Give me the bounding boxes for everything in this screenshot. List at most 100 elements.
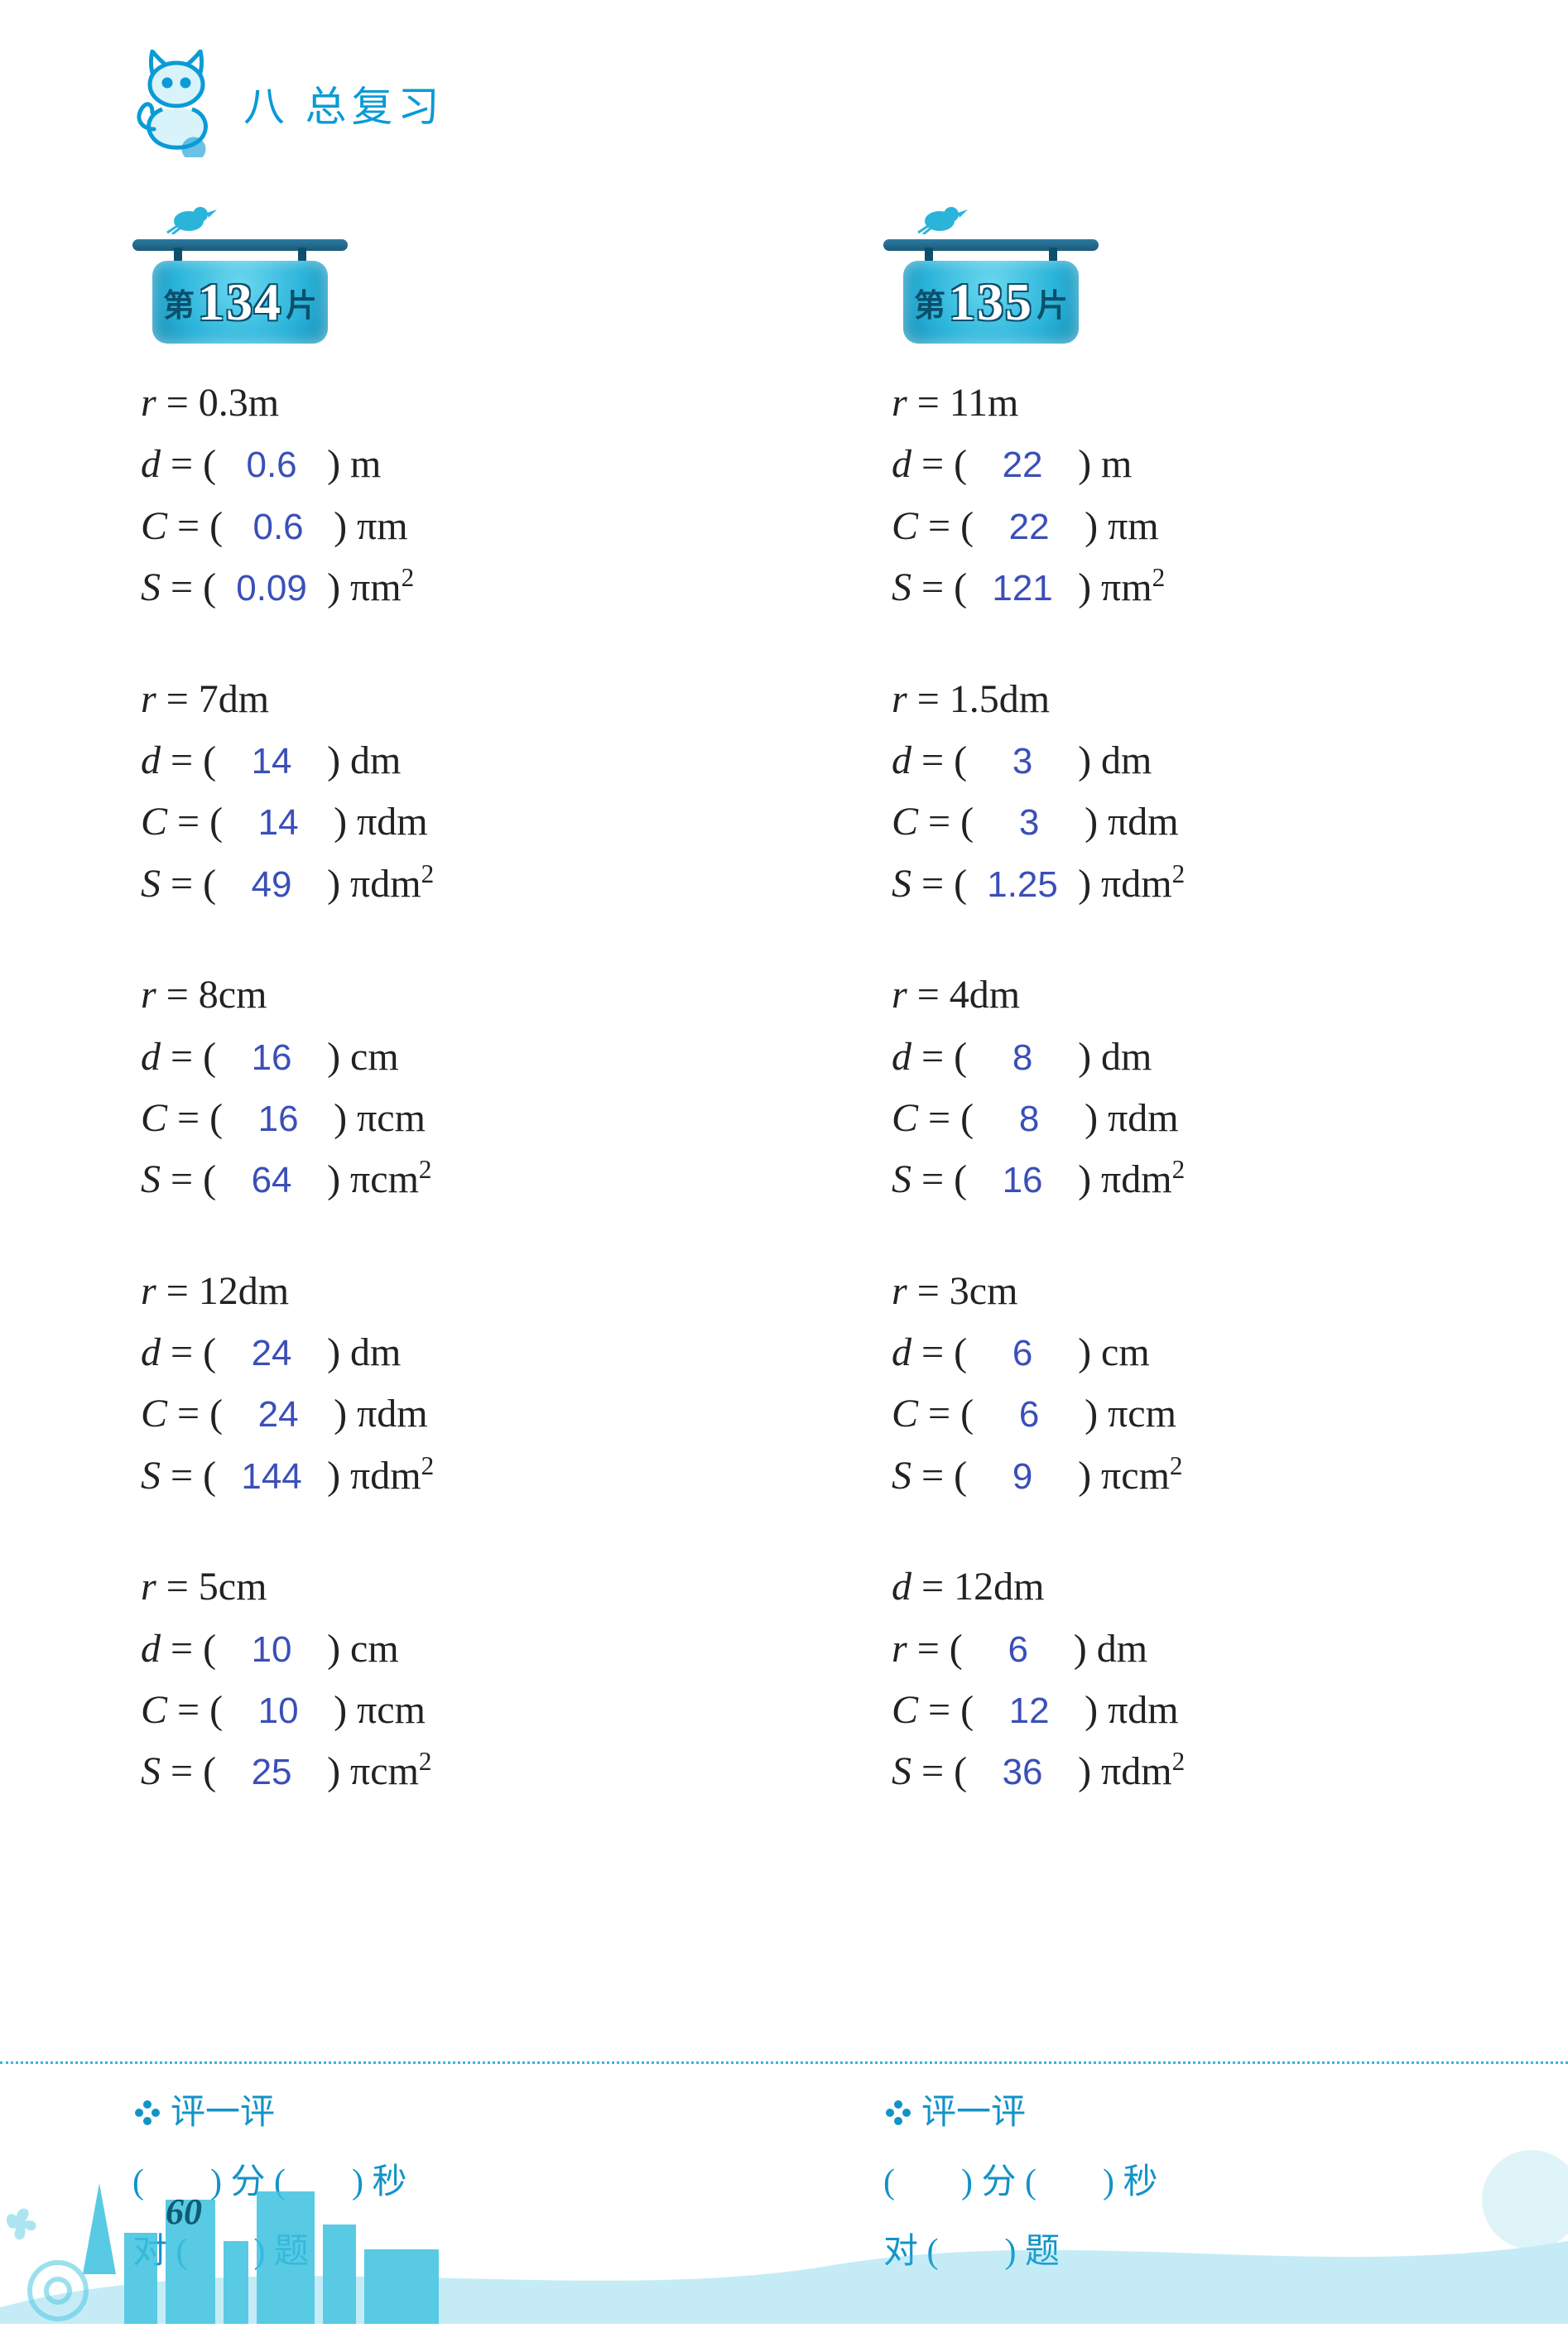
- problem-group: r = 1.5dmd = ( 3 ) dmC = ( 3 ) πdmS = ( …: [892, 669, 1452, 916]
- flower-icon: [883, 2098, 913, 2128]
- answer-value: 8: [977, 1030, 1068, 1086]
- badge-number: 135: [949, 272, 1033, 333]
- answer-line: d = ( 6 ) cm: [892, 1322, 1452, 1383]
- answer-line: S = ( 0.09 ) πm2: [141, 557, 701, 618]
- problem-group: r = 3cmd = ( 6 ) cmC = ( 6 ) πcmS = ( 9 …: [892, 1261, 1452, 1508]
- answer-line: S = ( 1.25 ) πdm2: [892, 854, 1452, 915]
- answer-line: d = ( 14 ) dm: [141, 730, 701, 791]
- answer-line: r = ( 6 ) dm: [892, 1619, 1452, 1680]
- answer-value: 16: [977, 1152, 1068, 1209]
- badge-suffix: 片: [286, 280, 317, 325]
- columns-wrap: 第134片r = 0.3md = ( 0.6 ) mC = ( 0.6 ) πm…: [116, 190, 1452, 1853]
- answer-line: d = ( 3 ) dm: [892, 730, 1452, 791]
- answer-value: 144: [226, 1449, 317, 1505]
- given-line: r = 3cm: [892, 1261, 1452, 1322]
- column-left: 第134片 r = 0.3md = ( 0.6 ) mC = ( 0.6 ) πm…: [116, 190, 701, 1853]
- answer-value: 0.6: [226, 437, 317, 493]
- answer-line: S = ( 49 ) πdm2: [141, 854, 701, 915]
- eval-left: 评一评( ) 分 ( ) 秒对 ( ) 题: [132, 2078, 701, 2287]
- answer-line: d = ( 16 ) cm: [141, 1027, 701, 1088]
- answer-value: 6: [984, 1387, 1075, 1443]
- answer-value: 16: [226, 1030, 317, 1086]
- answer-line: C = ( 0.6 ) πm: [141, 496, 701, 557]
- given-line: r = 8cm: [141, 964, 701, 1026]
- bird-icon: [916, 201, 974, 238]
- page-number: 60: [166, 2191, 202, 2233]
- answer-value: 14: [233, 795, 324, 851]
- given-line: r = 4dm: [892, 964, 1452, 1026]
- badge-prefix: 第: [914, 280, 945, 325]
- answer-value: 121: [977, 560, 1068, 617]
- answer-line: S = ( 64 ) πcm2: [141, 1149, 701, 1210]
- answer-value: 14: [226, 734, 317, 790]
- eval-divider: [0, 2061, 1568, 2064]
- eval-correct-row: 对 ( ) 题: [883, 2217, 1452, 2287]
- eval-time-row: ( ) 分 ( ) 秒: [883, 2148, 1452, 2217]
- cat-icon: [132, 50, 224, 157]
- page-header: 八 总复习: [132, 50, 1452, 157]
- answer-line: C = ( 12 ) πdm: [892, 1680, 1452, 1741]
- answer-value: 9: [977, 1449, 1068, 1505]
- chapter-title: 八 总复习: [243, 74, 445, 133]
- answer-line: d = ( 22 ) m: [892, 434, 1452, 495]
- problem-group: r = 0.3md = ( 0.6 ) mC = ( 0.6 ) πmS = (…: [141, 373, 701, 619]
- answer-value: 22: [984, 499, 1075, 556]
- answer-line: S = ( 16 ) πdm2: [892, 1149, 1452, 1210]
- answer-line: d = ( 0.6 ) m: [141, 434, 701, 495]
- problem-group: r = 12dmd = ( 24 ) dmC = ( 24 ) πdmS = (…: [141, 1261, 701, 1508]
- answer-value: 8: [984, 1091, 1075, 1147]
- given-line: r = 11m: [892, 373, 1452, 434]
- answer-line: C = ( 3 ) πdm: [892, 791, 1452, 853]
- answer-value: 3: [984, 795, 1075, 851]
- answer-value: 12: [984, 1683, 1075, 1739]
- answer-line: C = ( 8 ) πdm: [892, 1088, 1452, 1149]
- eval-title: 评一评: [132, 2078, 701, 2148]
- problem-group: r = 8cmd = ( 16 ) cmC = ( 16 ) πcmS = ( …: [141, 964, 701, 1211]
- answer-value: 25: [226, 1744, 317, 1801]
- answer-value: 3: [977, 734, 1068, 790]
- answer-line: d = ( 24 ) dm: [141, 1322, 701, 1383]
- answer-line: C = ( 10 ) πcm: [141, 1680, 701, 1741]
- given-line: r = 5cm: [141, 1556, 701, 1618]
- answer-line: C = ( 22 ) πm: [892, 496, 1452, 557]
- bird-icon: [166, 201, 224, 238]
- answer-line: S = ( 121 ) πm2: [892, 557, 1452, 618]
- answer-line: C = ( 6 ) πcm: [892, 1383, 1452, 1445]
- answer-line: C = ( 16 ) πcm: [141, 1088, 701, 1149]
- badge-plate: 第134片: [152, 261, 328, 344]
- worksheet-page: 八 总复习 第134片r = 0.3md = ( 0.6 ) mC = ( 0.…: [0, 0, 1568, 2324]
- section-badge: 第134片: [132, 190, 701, 373]
- answer-line: S = ( 9 ) πcm2: [892, 1445, 1452, 1507]
- answer-value: 24: [226, 1325, 317, 1382]
- badge-plate: 第135片: [903, 261, 1079, 344]
- answer-value: 16: [233, 1091, 324, 1147]
- badge-suffix: 片: [1037, 280, 1068, 325]
- column-right: 第135片r = 11md = ( 22 ) mC = ( 22 ) πmS =…: [867, 190, 1452, 1853]
- answer-line: C = ( 14 ) πdm: [141, 791, 701, 853]
- given-line: r = 1.5dm: [892, 669, 1452, 730]
- problem-group: r = 4dmd = ( 8 ) dmC = ( 8 ) πdmS = ( 16…: [892, 964, 1452, 1211]
- eval-right: 评一评( ) 分 ( ) 秒对 ( ) 题: [883, 2078, 1452, 2287]
- eval-title: 评一评: [883, 2078, 1452, 2148]
- answer-line: d = ( 10 ) cm: [141, 1619, 701, 1680]
- answer-line: d = ( 8 ) dm: [892, 1027, 1452, 1088]
- badge-number: 134: [198, 272, 282, 333]
- badge-prefix: 第: [163, 280, 195, 325]
- flower-icon: [132, 2098, 162, 2128]
- section-badge: 第135片: [883, 190, 1452, 373]
- answer-value: 0.09: [226, 560, 317, 617]
- given-line: r = 0.3m: [141, 373, 701, 434]
- given-line: r = 12dm: [141, 1261, 701, 1322]
- eval-correct-row: 对 ( ) 题: [132, 2217, 701, 2287]
- problem-group: r = 11md = ( 22 ) mC = ( 22 ) πmS = ( 12…: [892, 373, 1452, 619]
- answer-value: 36: [977, 1744, 1068, 1801]
- problem-group: r = 5cmd = ( 10 ) cmC = ( 10 ) πcmS = ( …: [141, 1556, 701, 1803]
- eval-time-row: ( ) 分 ( ) 秒: [132, 2148, 701, 2217]
- answer-value: 64: [226, 1152, 317, 1209]
- problem-group: r = 7dmd = ( 14 ) dmC = ( 14 ) πdmS = ( …: [141, 669, 701, 916]
- answer-value: 22: [977, 437, 1068, 493]
- answer-value: 1.25: [977, 857, 1068, 913]
- answer-value: 0.6: [233, 499, 324, 556]
- given-line: r = 7dm: [141, 669, 701, 730]
- answer-value: 10: [233, 1683, 324, 1739]
